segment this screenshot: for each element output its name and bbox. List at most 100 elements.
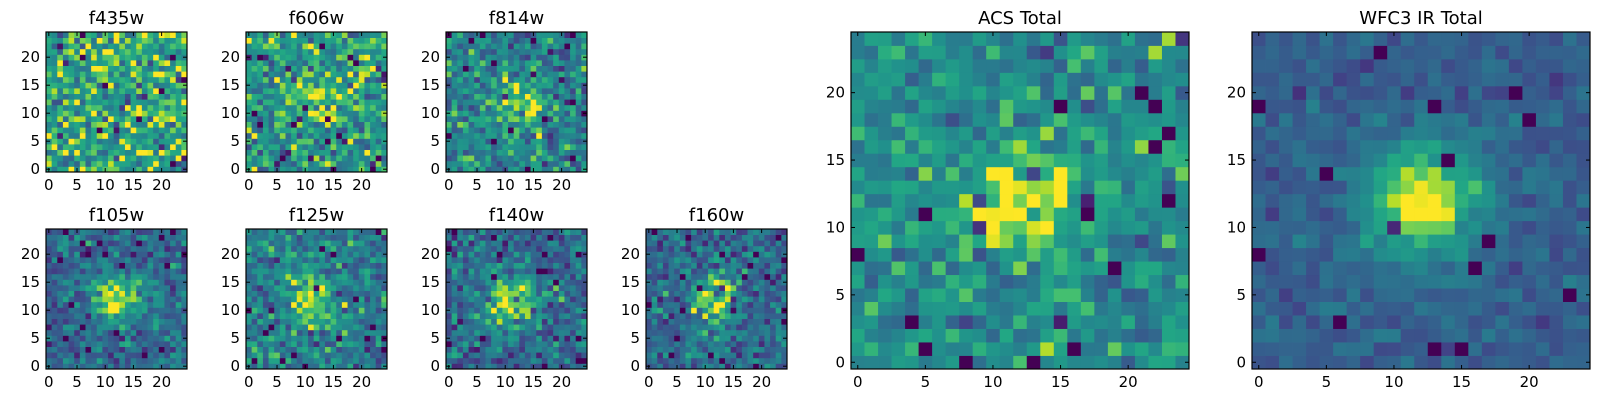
pixel	[119, 301, 126, 308]
pixel	[747, 318, 754, 325]
pixel	[285, 71, 292, 78]
pixel	[1134, 207, 1149, 222]
pixel	[358, 132, 365, 139]
pixel	[347, 240, 354, 247]
pixel	[502, 43, 509, 50]
pixel	[581, 76, 588, 83]
pixel	[519, 76, 526, 83]
pixel	[46, 301, 53, 308]
pixel	[575, 32, 582, 38]
pixel	[457, 88, 464, 94]
pixel	[302, 352, 309, 359]
pixel	[474, 104, 481, 111]
pixel	[781, 290, 788, 297]
pixel	[102, 240, 109, 247]
pixel	[336, 76, 343, 83]
pixel	[347, 76, 354, 83]
pixel	[918, 166, 933, 181]
pixel	[291, 93, 298, 100]
pixel	[85, 110, 92, 117]
pixel	[702, 273, 709, 280]
pixel	[564, 240, 571, 247]
pixel	[553, 301, 560, 308]
pixel	[547, 296, 554, 303]
pixel	[1121, 220, 1136, 235]
pixel	[341, 357, 348, 364]
pixel	[474, 273, 481, 280]
pixel	[158, 240, 165, 247]
pixel	[136, 335, 143, 342]
pixel	[462, 229, 469, 235]
pixel	[547, 82, 554, 89]
pixel	[691, 324, 698, 331]
pixel	[330, 357, 337, 364]
pixel	[68, 71, 75, 78]
pixel	[158, 82, 165, 89]
pixel	[51, 65, 58, 72]
pixel	[353, 307, 360, 314]
pixel	[696, 262, 703, 269]
pixel	[541, 313, 548, 319]
pixel	[147, 234, 154, 241]
pixel	[51, 357, 58, 364]
pixel	[262, 251, 269, 258]
pixel	[513, 346, 520, 353]
pixel	[741, 234, 748, 241]
pixel	[257, 346, 264, 353]
pixel	[296, 313, 303, 319]
pixel	[147, 82, 154, 89]
pixel	[451, 48, 458, 55]
pixel	[68, 110, 75, 117]
pixel	[313, 285, 320, 291]
pixel	[1121, 261, 1136, 276]
pixel	[96, 329, 103, 336]
pixel	[536, 285, 543, 291]
pixel	[1026, 220, 1041, 235]
pixel	[96, 313, 103, 319]
pixel	[730, 357, 737, 364]
pixel	[358, 127, 365, 134]
pixel	[119, 32, 126, 38]
pixel	[536, 307, 543, 314]
pixel	[170, 71, 177, 78]
pixel	[330, 104, 337, 111]
pixel	[446, 234, 453, 241]
pixel	[108, 313, 115, 319]
pixel	[719, 290, 726, 297]
pixel	[85, 346, 92, 353]
pixel	[85, 245, 92, 252]
pixel	[758, 290, 765, 297]
pixel	[702, 335, 709, 342]
pixel	[564, 37, 571, 44]
pixel	[451, 240, 458, 247]
pixel	[102, 290, 109, 297]
pixel	[62, 279, 69, 286]
pixel	[575, 363, 582, 370]
pixel	[268, 335, 275, 342]
pixel	[519, 32, 526, 38]
pixel	[274, 121, 281, 128]
pixel	[302, 285, 309, 291]
pixel	[702, 329, 709, 336]
pixel	[530, 116, 537, 122]
pixel	[164, 234, 171, 241]
pixel	[547, 127, 554, 134]
pixel	[685, 285, 692, 291]
pixel	[508, 318, 515, 325]
pixel	[1121, 342, 1136, 356]
pixel	[851, 288, 865, 302]
pixel	[553, 313, 560, 319]
pixel	[462, 43, 469, 50]
pixel	[274, 245, 281, 252]
pixel	[708, 307, 715, 314]
pixel	[291, 138, 298, 145]
pixel	[296, 363, 303, 370]
pixel	[999, 247, 1014, 262]
pixel	[451, 268, 458, 275]
pixel	[102, 71, 109, 78]
pixel	[474, 290, 481, 297]
pixel	[68, 296, 75, 303]
pixel	[730, 296, 737, 303]
